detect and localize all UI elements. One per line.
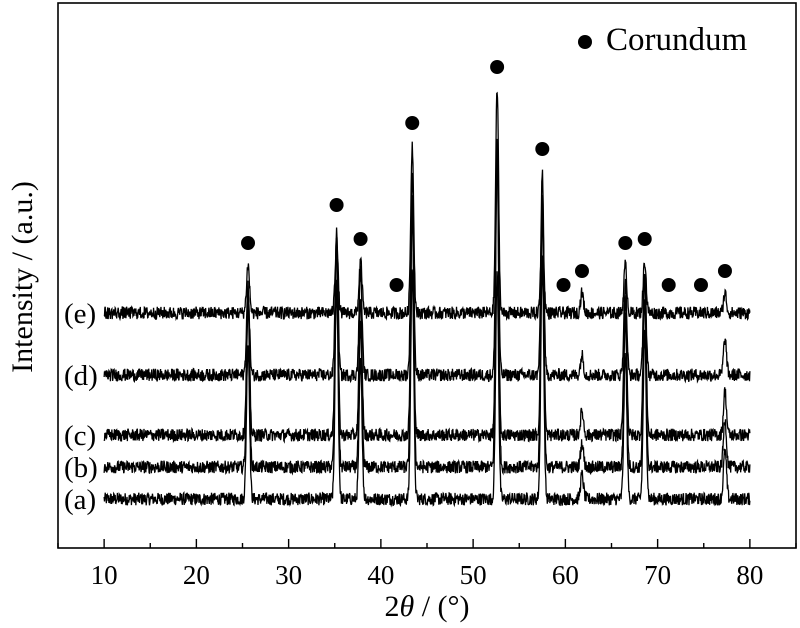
legend: Corundum [578,22,748,58]
corundum-marker [535,142,550,156]
corundum-marker [661,278,676,292]
x-tick-label: 50 [460,560,487,590]
x-axis-title-suffix: / (°) [414,590,469,623]
corundum-marker [353,232,368,246]
trace-label: (c) [64,420,96,452]
corundum-marker [717,264,732,278]
xrd-traces [103,91,751,508]
x-tick-label: 70 [644,560,671,590]
trace-label: (d) [64,360,98,392]
corundum-marker [389,278,404,292]
trace-line [103,164,751,444]
corundum-marker [693,278,708,292]
corundum-marker [556,278,571,292]
x-tick-label: 30 [275,560,302,590]
y-axis-title: Intensity / (a.u.) [6,181,39,373]
x-axis-title: 2θ / (°) [384,590,469,623]
x-axis-title-prefix: 2 [384,590,399,623]
corundum-marker [637,232,652,246]
trace-label: (b) [64,452,98,484]
corundum-markers [241,60,732,292]
trace-line [103,91,751,322]
corundum-marker [329,198,344,212]
trace-line [103,138,751,476]
corundum-marker [241,236,256,250]
trace-line [103,255,751,508]
x-axis-ticks: 10 20 30 40 50 60 70 80 [57,539,797,590]
corundum-marker [490,60,505,74]
x-tick-label: 40 [367,560,394,590]
x-axis-title-symbol: θ [399,590,414,623]
corundum-marker [618,236,633,250]
trace-line [103,156,751,384]
legend-label: Corundum [606,22,748,58]
x-tick-label: 80 [736,560,763,590]
trace-label: (a) [64,484,96,516]
corundum-marker [574,264,589,278]
trace-labels: (a)(b)(c) (d) (e) [64,298,98,516]
x-tick-label: 10 [91,560,118,590]
trace-label: (e) [64,298,96,330]
corundum-marker [405,116,420,130]
x-tick-label: 60 [552,560,579,590]
legend-marker-icon [578,35,592,49]
x-tick-label: 20 [183,560,210,590]
